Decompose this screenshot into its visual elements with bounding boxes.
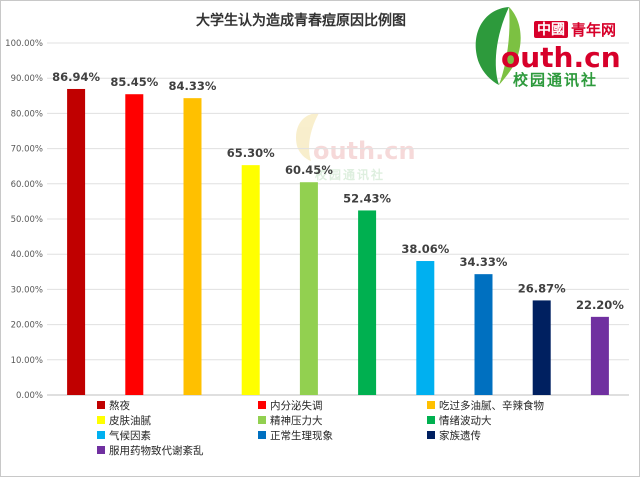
- leaf-highlight-icon: [499, 7, 521, 85]
- bar-2: [125, 94, 144, 395]
- legend-label: 内分泌失调: [270, 399, 323, 412]
- legend-swatch: [97, 416, 105, 424]
- data-label: 84.33%: [169, 79, 217, 93]
- watermark-sub: 校园通讯社: [315, 167, 385, 182]
- legend-label: 服用药物致代谢紊乱: [109, 444, 204, 457]
- legend-swatch: [258, 401, 266, 409]
- bar-3: [183, 98, 202, 396]
- logo-badge: [534, 21, 568, 38]
- gridlines: [47, 42, 629, 396]
- leaf-icon: [475, 7, 509, 85]
- legend-swatch: [97, 401, 105, 409]
- bar-5: [299, 182, 318, 395]
- legend-swatch: [258, 416, 266, 424]
- y-tick-label: 40.00%: [11, 250, 43, 260]
- data-labels: 86.94% 85.45% 84.33% 65.30% 60.45% 52.43% 38.0…: [52, 70, 624, 312]
- y-tick-label: 50.00%: [11, 215, 43, 225]
- bar-9: [532, 300, 551, 395]
- legend-label: 正常生理现象: [270, 429, 333, 442]
- youth-cn-logo: 中國 青年网 outh.cn 校园通讯社: [475, 7, 621, 89]
- legend-swatch: [97, 446, 105, 454]
- data-label: 65.30%: [227, 146, 275, 160]
- bar-10: [590, 316, 609, 395]
- logo-name: 青年网: [571, 21, 616, 39]
- y-tick-label: 60.00%: [11, 180, 43, 190]
- data-label: 22.20%: [576, 298, 624, 312]
- y-tick-label: 70.00%: [11, 145, 43, 155]
- y-tick-label: 100.00%: [5, 39, 43, 49]
- legend-label: 皮肤油腻: [109, 414, 151, 427]
- y-tick-label: 30.00%: [11, 285, 43, 295]
- y-tick-label: 90.00%: [11, 74, 43, 84]
- y-tick-label: 20.00%: [11, 321, 43, 331]
- chart-title: 大学生认为造成青春痘原因比例图: [196, 12, 406, 29]
- y-axis-ticks: 0.00% 10.00% 20.00% 30.00% 40.00% 50.00% 60.00…: [5, 39, 43, 401]
- bar-8: [474, 274, 493, 395]
- legend-swatch: [97, 431, 105, 439]
- logo-site: outh.cn: [501, 41, 621, 74]
- logo-sub: 校园通讯社: [513, 71, 598, 89]
- data-label: 34.33%: [460, 255, 508, 269]
- data-label: 26.87%: [518, 281, 566, 295]
- legend-swatch: [427, 431, 435, 439]
- legend-label: 熬夜: [109, 399, 130, 412]
- data-label: 52.43%: [343, 191, 391, 205]
- legend-swatch: [427, 416, 435, 424]
- data-label: 60.45%: [285, 163, 333, 177]
- logo-badge-text: 中國: [537, 21, 565, 38]
- bar-4: [241, 165, 260, 395]
- legend-swatch: [258, 431, 266, 439]
- data-label: 38.06%: [401, 242, 449, 256]
- bar-1: [67, 88, 86, 396]
- bar-7: [416, 261, 435, 395]
- bar-6: [358, 210, 377, 395]
- watermark-site: outh.cn: [313, 137, 416, 165]
- legend-label: 气候因素: [109, 429, 151, 442]
- legend-label: 情绪波动大: [439, 414, 492, 427]
- y-tick-label: 80.00%: [11, 109, 43, 119]
- data-label: 85.45%: [110, 75, 158, 89]
- legend-label: 家族遗传: [439, 429, 481, 442]
- legend-label: 吃过多油腻、辛辣食物: [439, 399, 544, 412]
- y-tick-label: 10.00%: [11, 356, 43, 366]
- y-tick-label: 0.00%: [16, 391, 43, 401]
- legend-swatch: [427, 401, 435, 409]
- bars: [67, 88, 609, 396]
- legend-label: 精神压力大: [270, 414, 323, 427]
- data-label: 86.94%: [52, 70, 100, 84]
